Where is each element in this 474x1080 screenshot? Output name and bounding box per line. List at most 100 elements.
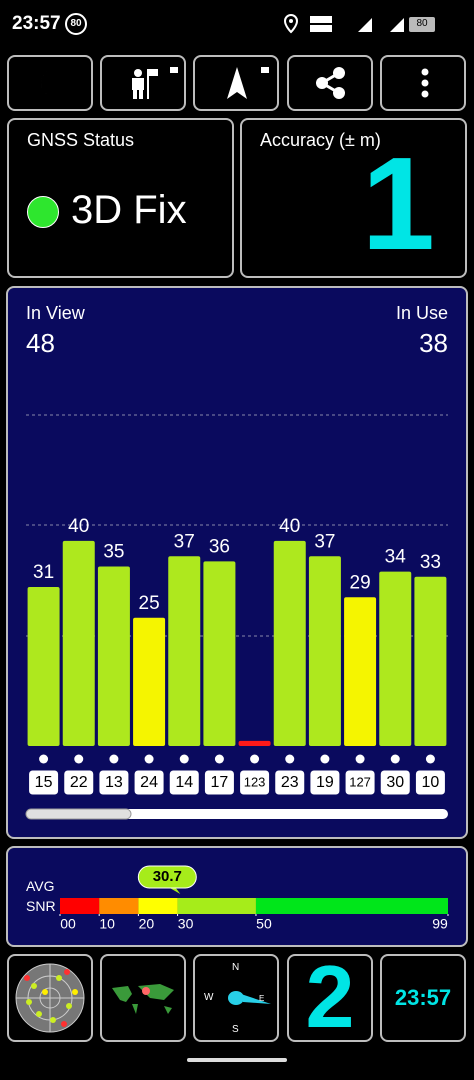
- signal-bar: [97, 566, 130, 746]
- sat-id: 127: [349, 774, 371, 789]
- home-indicator[interactable]: [187, 1058, 287, 1062]
- sat-id: 24: [140, 774, 158, 791]
- used-dot: [74, 754, 84, 764]
- sat-id: 14: [175, 774, 193, 791]
- share-button[interactable]: [287, 55, 373, 111]
- tools-button[interactable]: [100, 55, 186, 111]
- signal-bar: [414, 576, 447, 746]
- sat-id: 15: [35, 774, 53, 791]
- sat-id-box: [133, 769, 165, 796]
- sat-id-box: [203, 769, 235, 796]
- arrow-icon: [227, 67, 269, 99]
- fix-indicator: [27, 196, 59, 228]
- bar-value-label: 37: [314, 531, 335, 552]
- sat-id: 19: [316, 774, 334, 791]
- accuracy-value: 1: [361, 130, 435, 277]
- in-use-value: 38: [419, 328, 448, 358]
- kebab-icon: [421, 68, 429, 98]
- big-number: 2: [305, 947, 355, 1046]
- used-dot: [390, 754, 400, 764]
- scroll-thumb[interactable]: [25, 808, 132, 820]
- gnss-status-title: GNSS Status: [27, 130, 135, 150]
- sat-id: 30: [386, 774, 404, 791]
- status-icons: [283, 13, 435, 34]
- sky-view-widget[interactable]: [7, 954, 93, 1042]
- used-dot: [179, 754, 189, 764]
- signal-bar: [379, 571, 412, 746]
- navigate-button[interactable]: [193, 55, 279, 111]
- sat-id: 13: [105, 774, 123, 791]
- sat-id-box: [98, 769, 130, 796]
- snr-label: SNR: [26, 898, 56, 914]
- sat-id: 17: [211, 774, 229, 791]
- snr-scale: 00 10 20 30 50 99 30.7: [59, 865, 449, 932]
- menu-button[interactable]: [380, 55, 466, 111]
- person-flag-icon: [132, 67, 178, 99]
- status-badge: 80: [65, 13, 87, 35]
- snr-segment: [255, 898, 448, 914]
- signal-bar: [168, 556, 201, 746]
- signal-bar: [308, 556, 341, 746]
- sat-id-box: [63, 769, 95, 796]
- snr-segment: [60, 898, 100, 914]
- clock-widget[interactable]: 23:57: [380, 954, 466, 1042]
- signal-bar: [62, 540, 95, 746]
- compass-e: E: [259, 994, 265, 1003]
- snr-tick-label: 00: [60, 916, 76, 932]
- bar-value-label: 36: [209, 536, 230, 557]
- signal-bar: [273, 540, 306, 746]
- map-icon: [108, 982, 178, 1016]
- number-widget[interactable]: 2: [287, 947, 373, 1046]
- sat-id-box: [379, 769, 411, 796]
- bar-value-label: 25: [139, 593, 160, 614]
- sat-id-box: [274, 769, 306, 796]
- snr-tick-label: 20: [139, 916, 155, 932]
- sat-id-box: [344, 769, 376, 796]
- night-mode-button[interactable]: [7, 55, 93, 111]
- used-dot: [250, 754, 260, 764]
- sat-id-box: [28, 769, 60, 796]
- map-widget[interactable]: [100, 954, 186, 1042]
- signal-chart: 31 15 40 22 35 13 25 24 37 14 36 17 123 40 23 37 19 29 127…: [25, 414, 448, 820]
- bar-value-label: 31: [33, 562, 54, 583]
- share-icon: [316, 67, 345, 99]
- in-view-value: 48: [26, 328, 55, 358]
- used-dot: [320, 754, 330, 764]
- snr-tick-label: 30: [178, 916, 194, 932]
- snr-tick-label: 50: [256, 916, 272, 932]
- bar-value-label: 37: [174, 531, 195, 552]
- snr-tick-label: 99: [432, 916, 448, 932]
- sat-id: 123: [244, 774, 266, 789]
- scroll-track[interactable]: [26, 809, 448, 819]
- sat-id: 22: [70, 774, 88, 791]
- in-view-label: In View: [26, 303, 85, 323]
- snr-panel: AVG SNR: [6, 846, 468, 947]
- accuracy-title: Accuracy (± m): [260, 130, 381, 150]
- in-use-label: In Use: [395, 303, 448, 323]
- sky-icon: [15, 963, 85, 1033]
- compass-n: N: [232, 962, 240, 973]
- compass-widget[interactable]: N W E S: [193, 954, 279, 1042]
- used-dot: [39, 754, 49, 764]
- bar-value-label: 29: [350, 572, 371, 593]
- signal-bar: [238, 740, 271, 746]
- accuracy-panel: Accuracy (± m) 1: [240, 118, 467, 278]
- used-dot: [109, 754, 119, 764]
- status-time: 23:57: [12, 13, 61, 34]
- bar-value-label: 34: [385, 547, 407, 568]
- bar-value-label: 40: [279, 516, 300, 537]
- used-dot: [355, 754, 365, 764]
- avg-label: AVG: [26, 878, 55, 894]
- sat-id: 10: [422, 774, 440, 791]
- avg-value: 30.7: [153, 868, 182, 885]
- signal-bar: [203, 561, 236, 746]
- used-dot: [214, 754, 224, 764]
- clock: 23:57: [394, 985, 452, 1010]
- snr-segment: [99, 898, 139, 914]
- fix-status: 3D Fix: [71, 188, 187, 232]
- signal-bar: [344, 597, 377, 746]
- bar-value-label: 35: [103, 542, 124, 563]
- snr-segment: [138, 898, 178, 914]
- bar-value-label: 40: [68, 516, 89, 537]
